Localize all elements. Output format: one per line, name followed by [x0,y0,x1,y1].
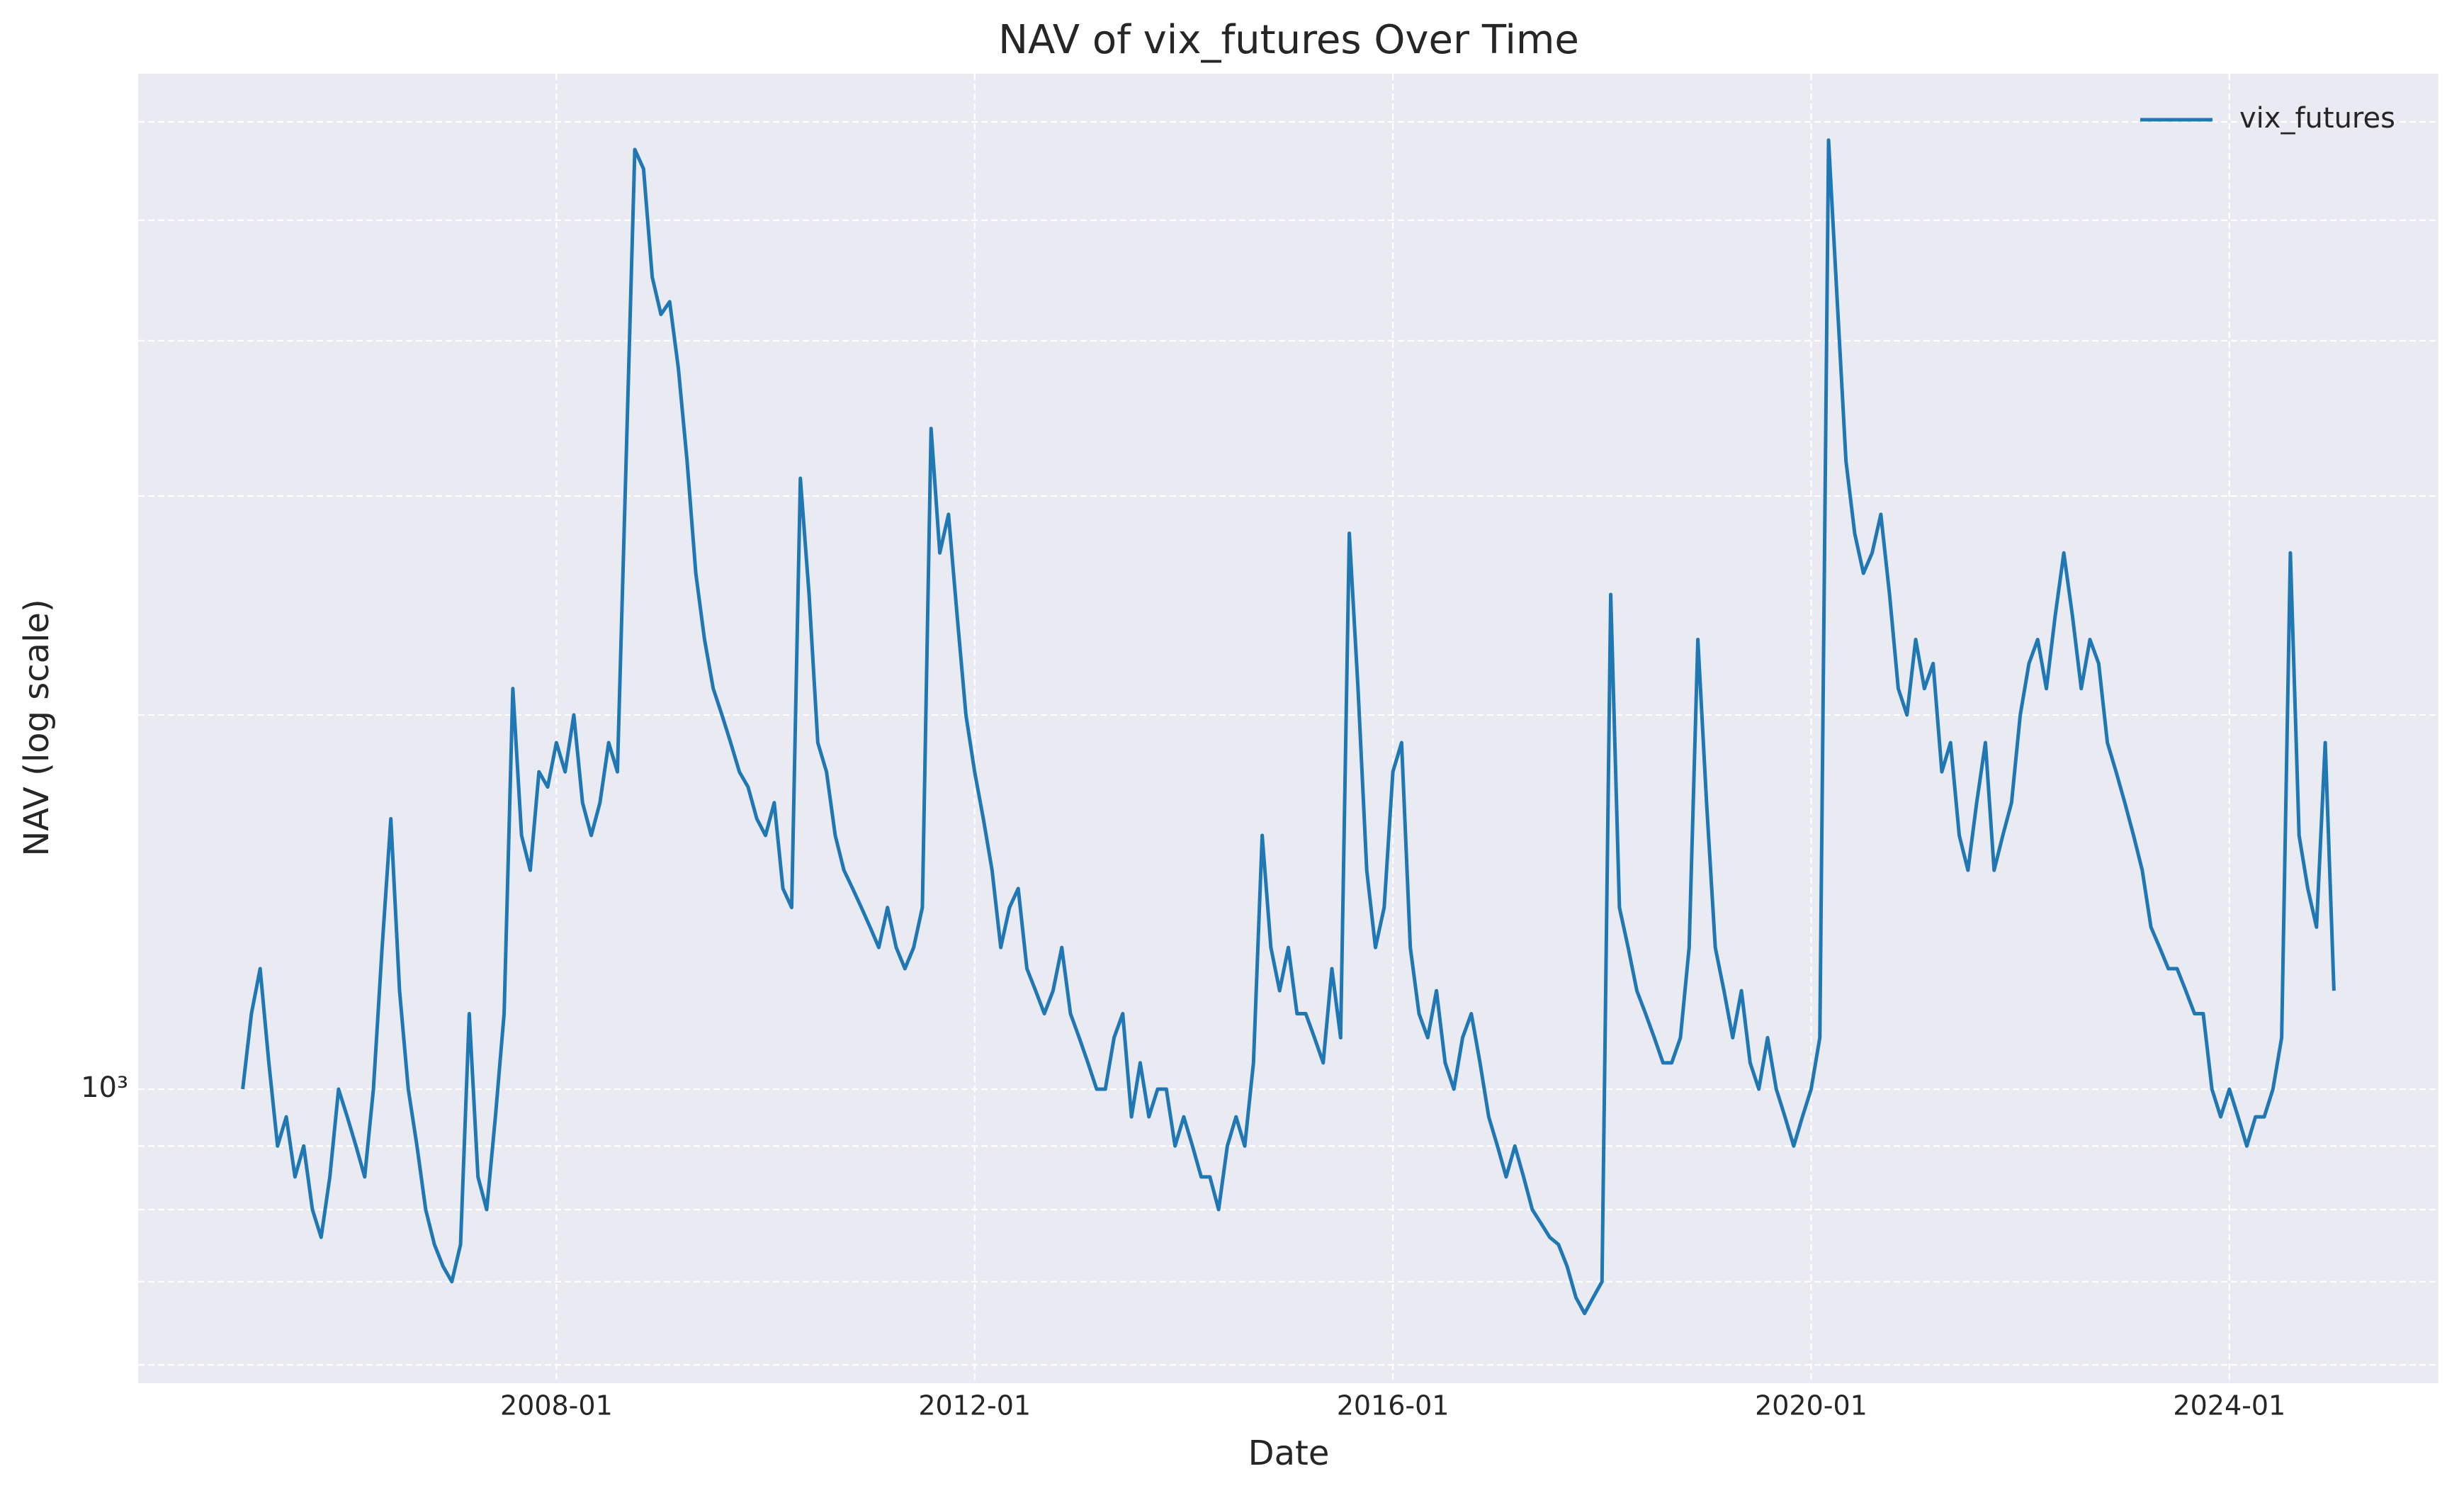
x-tick-label: 2012-01 [918,1390,1031,1421]
legend: vix_futures [2140,102,2395,135]
x-tick-label: 2016-01 [1337,1390,1449,1421]
marks [241,138,2336,1316]
legend-label: vix_futures [2239,102,2395,135]
x-tick-label: 2020-01 [1755,1390,1867,1421]
plot-area [138,74,2438,1383]
data-line [241,138,2336,1316]
grid: 10³ 2008-01 2012-01 2016-01 2020-01 2024-01 [81,74,2438,1421]
x-axis-label: Date [1248,1434,1330,1473]
y-axis-label: NAV (log scale) [17,599,57,856]
chart-title: NAV of vix_futures Over Time [998,17,1579,63]
x-tick-label: 2008-01 [500,1390,613,1421]
x-tick-label: 2024-01 [2173,1390,2285,1421]
y-tick-label: 10³ [81,1071,128,1104]
